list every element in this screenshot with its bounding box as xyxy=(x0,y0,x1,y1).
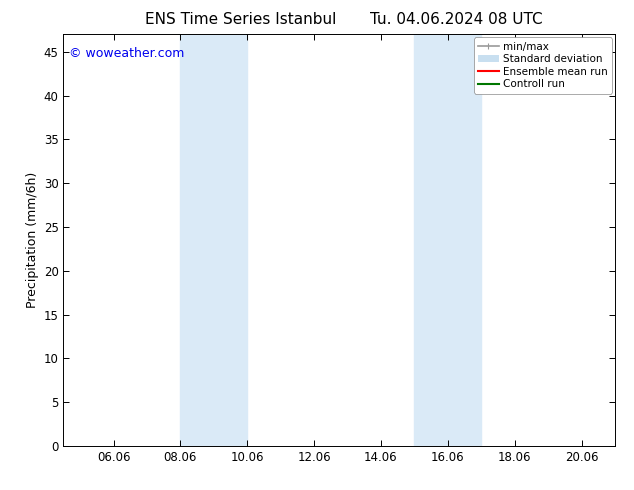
Text: Tu. 04.06.2024 08 UTC: Tu. 04.06.2024 08 UTC xyxy=(370,12,543,27)
Bar xyxy=(181,34,247,446)
Legend: min/max, Standard deviation, Ensemble mean run, Controll run: min/max, Standard deviation, Ensemble me… xyxy=(474,37,612,94)
Bar xyxy=(415,34,481,446)
Text: © woweather.com: © woweather.com xyxy=(69,47,184,60)
Y-axis label: Precipitation (mm/6h): Precipitation (mm/6h) xyxy=(27,172,39,308)
Text: ENS Time Series Istanbul: ENS Time Series Istanbul xyxy=(145,12,337,27)
